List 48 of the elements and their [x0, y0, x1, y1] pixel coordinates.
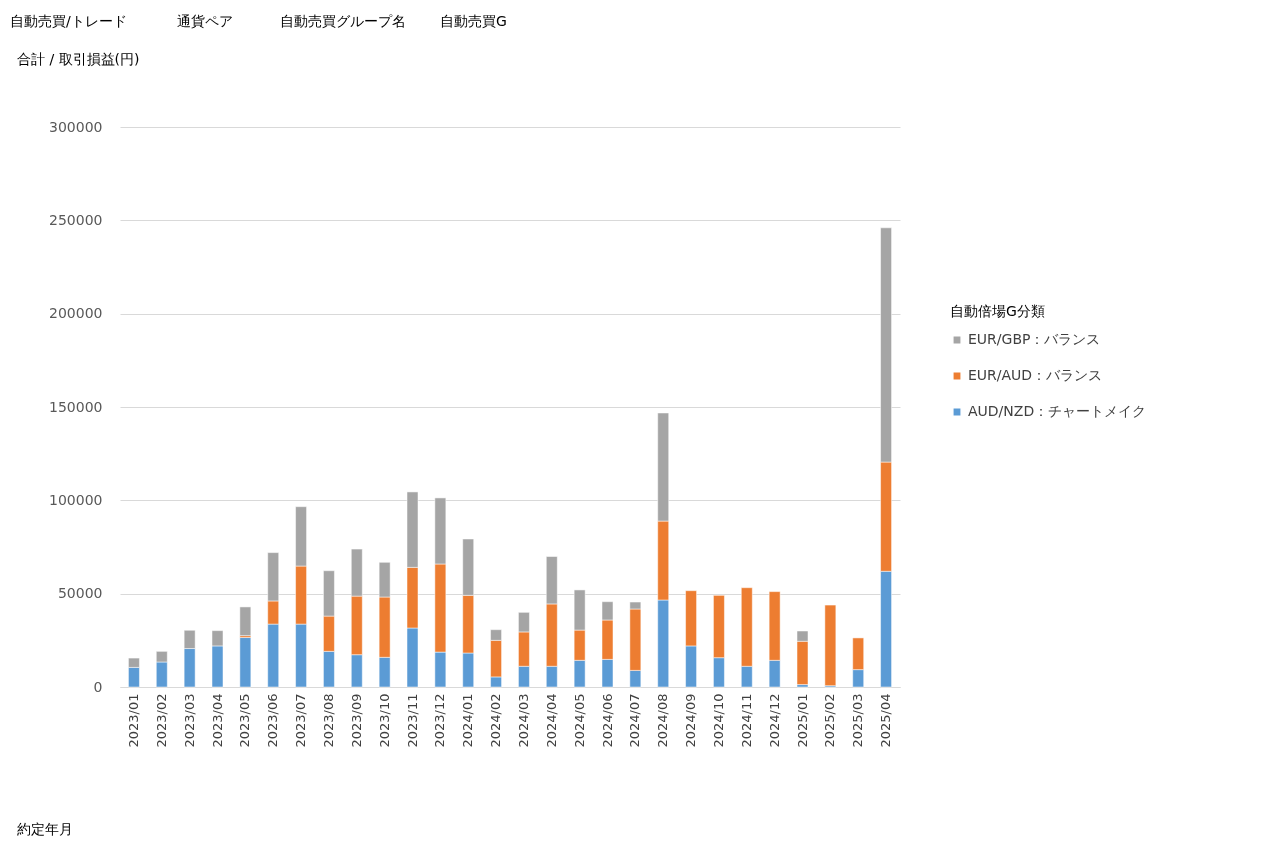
x-tick-label: 2024/04: [543, 693, 559, 748]
x-tick-label: 2024/10: [710, 693, 726, 748]
x-tick-label: 2024/03: [515, 693, 531, 748]
x-tick-label: 2024/06: [599, 693, 615, 748]
x-tick-label: 2024/09: [683, 693, 699, 748]
y-tick-label: 50000: [57, 585, 103, 602]
text: 自動売買グループ名: [280, 13, 406, 29]
y-axis-title: 合計 / 取引損益(円): [17, 51, 140, 67]
text: 自動売買G: [440, 13, 507, 29]
x-tick-label: 2025/04: [878, 693, 894, 748]
x-tick-label: 2024/11: [738, 693, 754, 748]
y-tick-label: 300000: [49, 118, 103, 135]
legend-label: EUR/GBP：バランス: [968, 331, 1101, 347]
x-tick-label: 2024/01: [460, 693, 476, 748]
y-tick-label: 200000: [49, 305, 103, 322]
legend-label: AUD/NZD：チャートメイク: [968, 403, 1147, 419]
x-tick-label: 2023/01: [125, 693, 141, 748]
x-tick-label: 2023/08: [320, 693, 336, 748]
y-tick-label: 100000: [49, 491, 103, 508]
legend-label: EUR/AUD：バランス: [968, 367, 1103, 383]
x-tick-label: 2023/11: [404, 693, 420, 748]
text: 自動売買/トレード: [10, 13, 127, 29]
x-tick-label: 2024/07: [627, 693, 643, 748]
x-tick-label: 2023/07: [293, 693, 309, 748]
y-tick-label: 150000: [49, 398, 103, 415]
x-tick-label: 2025/01: [794, 693, 810, 748]
x-tick-label: 2023/03: [181, 693, 197, 748]
y-tick-label: 250000: [49, 211, 103, 228]
x-tick-label: 2023/04: [209, 693, 225, 748]
bar: [239, 637, 252, 688]
x-tick-label: 2023/06: [265, 693, 281, 748]
x-tick-label: 2024/08: [655, 693, 671, 748]
x-tick-label: 2023/10: [376, 693, 392, 748]
text: 約定年月: [17, 821, 73, 837]
x-tick-label: 2023/09: [348, 693, 364, 748]
bar: [239, 606, 252, 636]
x-tick-label: 2023/12: [432, 693, 448, 748]
bar: [824, 604, 837, 686]
x-tick-label: 2024/12: [766, 693, 782, 748]
legend-title: 自動倍場G分類: [950, 303, 1045, 319]
x-tick-label: 2023/02: [153, 693, 169, 748]
x-tick-label: 2023/05: [237, 693, 253, 748]
x-tick-label: 2024/02: [488, 693, 504, 748]
text: 通貨ペア: [177, 13, 233, 29]
x-tick-label: 2024/05: [571, 693, 587, 748]
x-tick-label: 2025/02: [822, 693, 838, 748]
x-tick-label: 2025/03: [850, 693, 866, 748]
y-tick-label: 0: [93, 678, 103, 695]
